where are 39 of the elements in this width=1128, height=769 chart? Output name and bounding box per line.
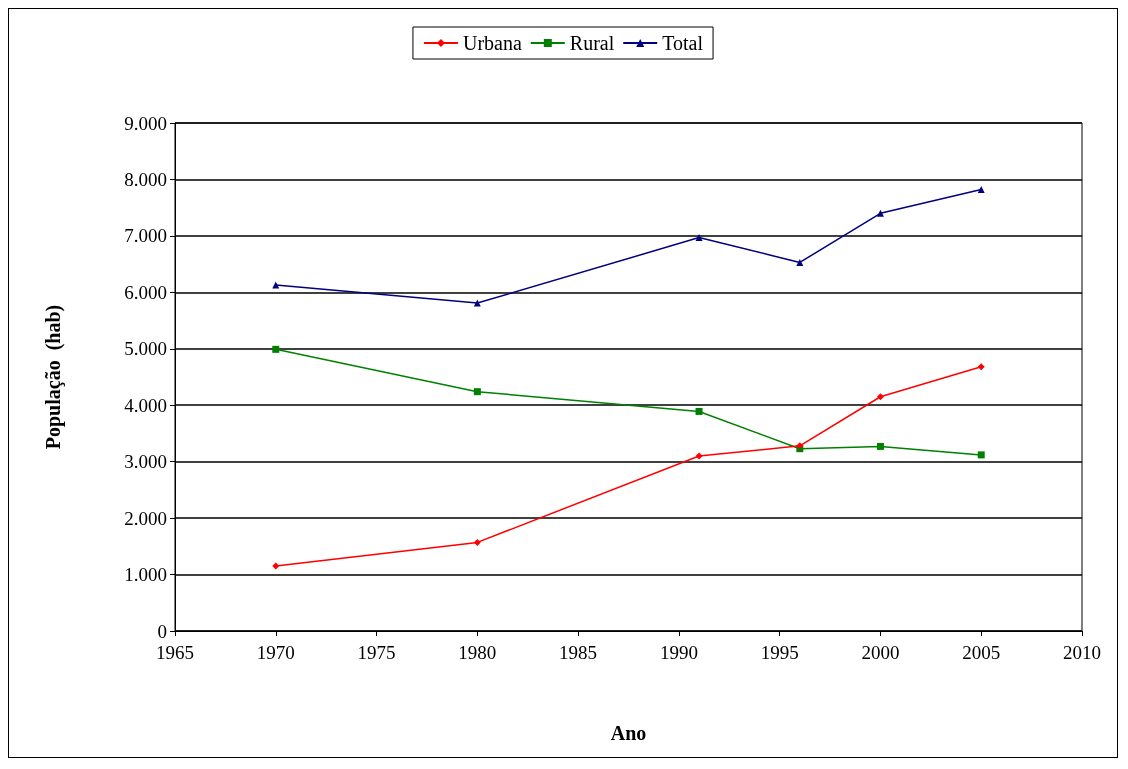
x-tick-label: 1985 xyxy=(559,642,598,663)
y-tick-label: 2.000 xyxy=(124,507,167,529)
y-tick-label: 8.000 xyxy=(124,168,167,190)
point xyxy=(796,258,804,266)
legend-label: Urbana xyxy=(462,32,522,54)
point xyxy=(272,562,280,570)
legend-label: Rural xyxy=(569,32,615,54)
point xyxy=(272,345,280,353)
y-tick-label: 1.000 xyxy=(124,564,167,586)
y-tick-label: 3.000 xyxy=(124,451,167,473)
point xyxy=(695,452,703,460)
point xyxy=(695,407,703,415)
point xyxy=(977,363,985,371)
x-tick-label: 1990 xyxy=(659,642,698,663)
y-axis-title: População (hab) xyxy=(42,304,65,450)
y-tick-label: 0 xyxy=(157,620,167,642)
point xyxy=(473,538,481,546)
point xyxy=(695,234,703,242)
x-tick-label: 1975 xyxy=(357,642,396,663)
x-tick-label: 1970 xyxy=(256,642,295,663)
y-tick-label: 5.000 xyxy=(124,338,167,360)
x-axis-title: Ano xyxy=(610,722,647,744)
x-tick-label: 2010 xyxy=(1063,642,1101,663)
point xyxy=(473,299,481,307)
point xyxy=(473,388,481,396)
x-tick-label: 1965 xyxy=(156,642,194,663)
point xyxy=(876,442,884,450)
legend-label: Total xyxy=(662,32,704,54)
y-tick-label: 4.000 xyxy=(124,394,167,416)
point xyxy=(876,209,884,217)
y-tick-label: 7.000 xyxy=(124,225,167,247)
x-tick-label: 2000 xyxy=(861,642,900,663)
point xyxy=(977,451,985,459)
x-tick-label: 1980 xyxy=(458,642,497,663)
y-tick-label: 9.000 xyxy=(124,112,167,134)
x-tick-label: 2005 xyxy=(962,642,1001,663)
x-tick-label: 1995 xyxy=(760,642,799,663)
y-tick-label: 6.000 xyxy=(124,281,167,303)
point xyxy=(876,393,884,401)
